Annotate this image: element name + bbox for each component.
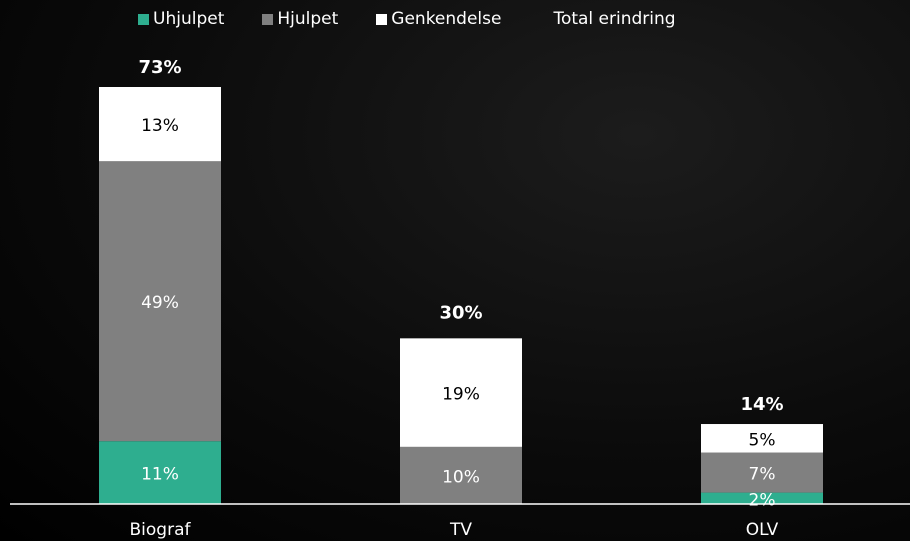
bar-segment-uhjulpet-biograf bbox=[99, 441, 221, 504]
data-label-genkendelse-olv: 5% bbox=[749, 430, 776, 450]
bar-segment-hjulpet-biograf bbox=[99, 161, 221, 442]
data-label-hjulpet-tv: 10% bbox=[442, 467, 480, 487]
bar-segment-genkendelse-biograf bbox=[99, 87, 221, 162]
legend-label-uhjulpet: Uhjulpet bbox=[153, 9, 225, 29]
data-label-uhjulpet-olv: 2% bbox=[749, 490, 776, 510]
legend-swatch-genkendelse bbox=[376, 13, 388, 25]
data-label-genkendelse-tv: 19% bbox=[442, 385, 480, 405]
total-label-tv: 30% bbox=[439, 303, 482, 324]
legend-label-hjulpet: Hjulpet bbox=[277, 9, 339, 29]
bar-segment-genkendelse-olv bbox=[701, 424, 823, 453]
data-label-hjulpet-biograf: 49% bbox=[141, 293, 179, 313]
legend-item-genkendelse: Genkendelse bbox=[376, 9, 501, 29]
data-label-genkendelse-biograf: 13% bbox=[141, 116, 179, 136]
category-label-olv: OLV bbox=[746, 520, 779, 540]
legend-item-hjulpet: Hjulpet bbox=[262, 9, 338, 29]
chart-legend: Uhjulpet Hjulpet Genkendelse Total erind… bbox=[138, 9, 714, 29]
bar-segment-hjulpet-tv bbox=[400, 446, 522, 504]
category-label-tv: TV bbox=[449, 520, 472, 540]
total-label-biograf: 73% bbox=[138, 57, 181, 78]
data-label-uhjulpet-biograf: 11% bbox=[141, 465, 179, 485]
data-label-hjulpet-olv: 7% bbox=[749, 465, 776, 485]
legend-item-uhjulpet: Uhjulpet bbox=[138, 9, 224, 29]
legend-swatch-hjulpet bbox=[262, 13, 274, 25]
bar-segment-genkendelse-tv bbox=[400, 338, 522, 447]
bar-segment-hjulpet-olv bbox=[701, 452, 823, 493]
legend-item-total: Total erindring bbox=[553, 9, 675, 29]
legend-swatch-uhjulpet bbox=[138, 13, 149, 25]
legend-label-genkendelse: Genkendelse bbox=[391, 9, 502, 29]
total-label-olv: 14% bbox=[740, 394, 783, 415]
bar-segment-uhjulpet-olv bbox=[701, 492, 823, 504]
legend-label-total: Total erindring bbox=[553, 9, 676, 29]
category-label-biograf: Biograf bbox=[130, 520, 192, 540]
